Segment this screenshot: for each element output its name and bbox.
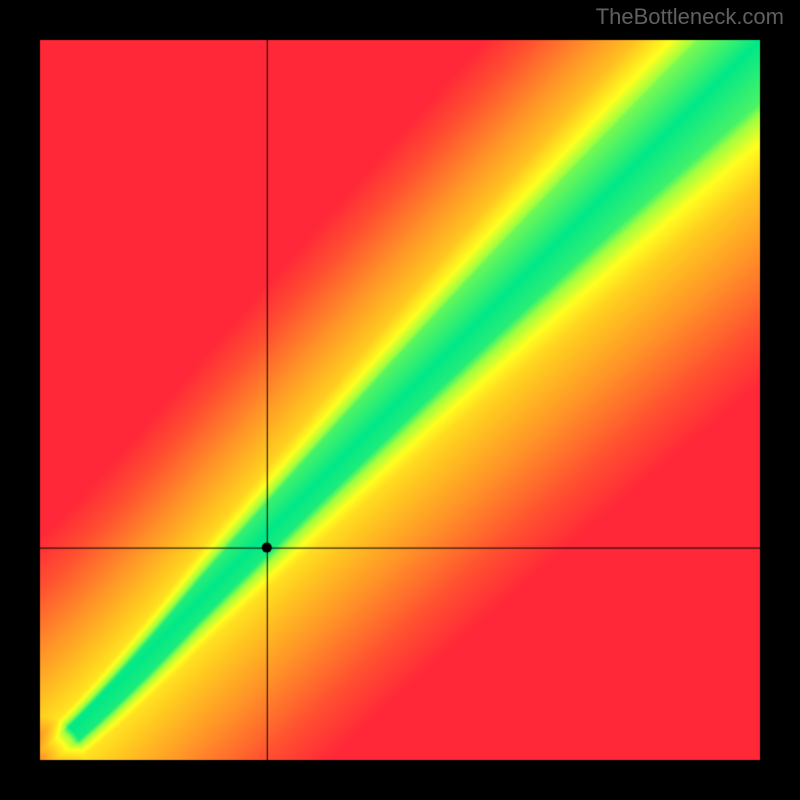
chart-container: TheBottleneck.com <box>0 0 800 800</box>
watermark-text: TheBottleneck.com <box>596 4 784 30</box>
heatmap-canvas <box>0 0 800 800</box>
